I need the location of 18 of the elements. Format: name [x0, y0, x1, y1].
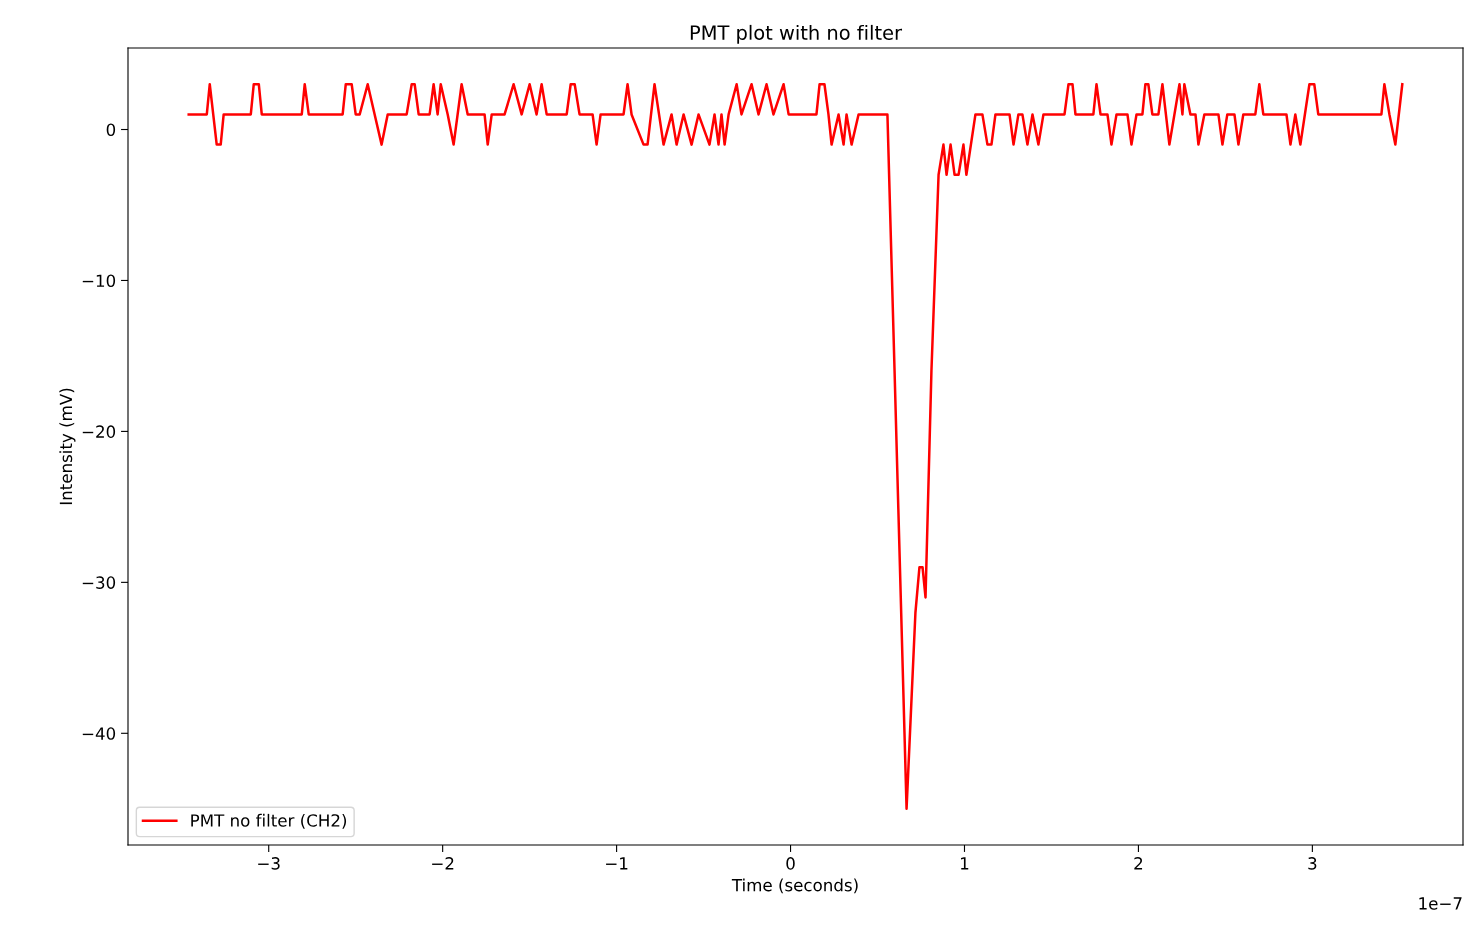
x-tick-label: 0: [786, 857, 795, 870]
y-tick-label: −20: [82, 425, 116, 438]
text: 1e−7: [1419, 897, 1462, 910]
x-tick-label: 3: [1308, 857, 1317, 870]
line-series: [187, 82, 1404, 811]
y-tick-label: −40: [82, 727, 116, 740]
y-tick-label: −10: [82, 274, 116, 288]
y-axis-title: Intensity (mV): [59, 388, 76, 505]
x-tick-label: −2: [432, 857, 454, 870]
x-tick-label: −3: [258, 857, 280, 870]
x-tick-label: −1: [606, 857, 628, 870]
y-tick-label: 0: [106, 123, 116, 137]
chart-title: PMT plot with no filter: [690, 24, 903, 44]
legend-label: PMT no filter (CH2): [191, 813, 347, 829]
y-tick-label: −30: [82, 576, 116, 589]
x-axis-title: Time (seconds): [731, 878, 858, 894]
x-tick-label: 1: [961, 857, 969, 870]
x-tick-label: 2: [1134, 857, 1143, 870]
